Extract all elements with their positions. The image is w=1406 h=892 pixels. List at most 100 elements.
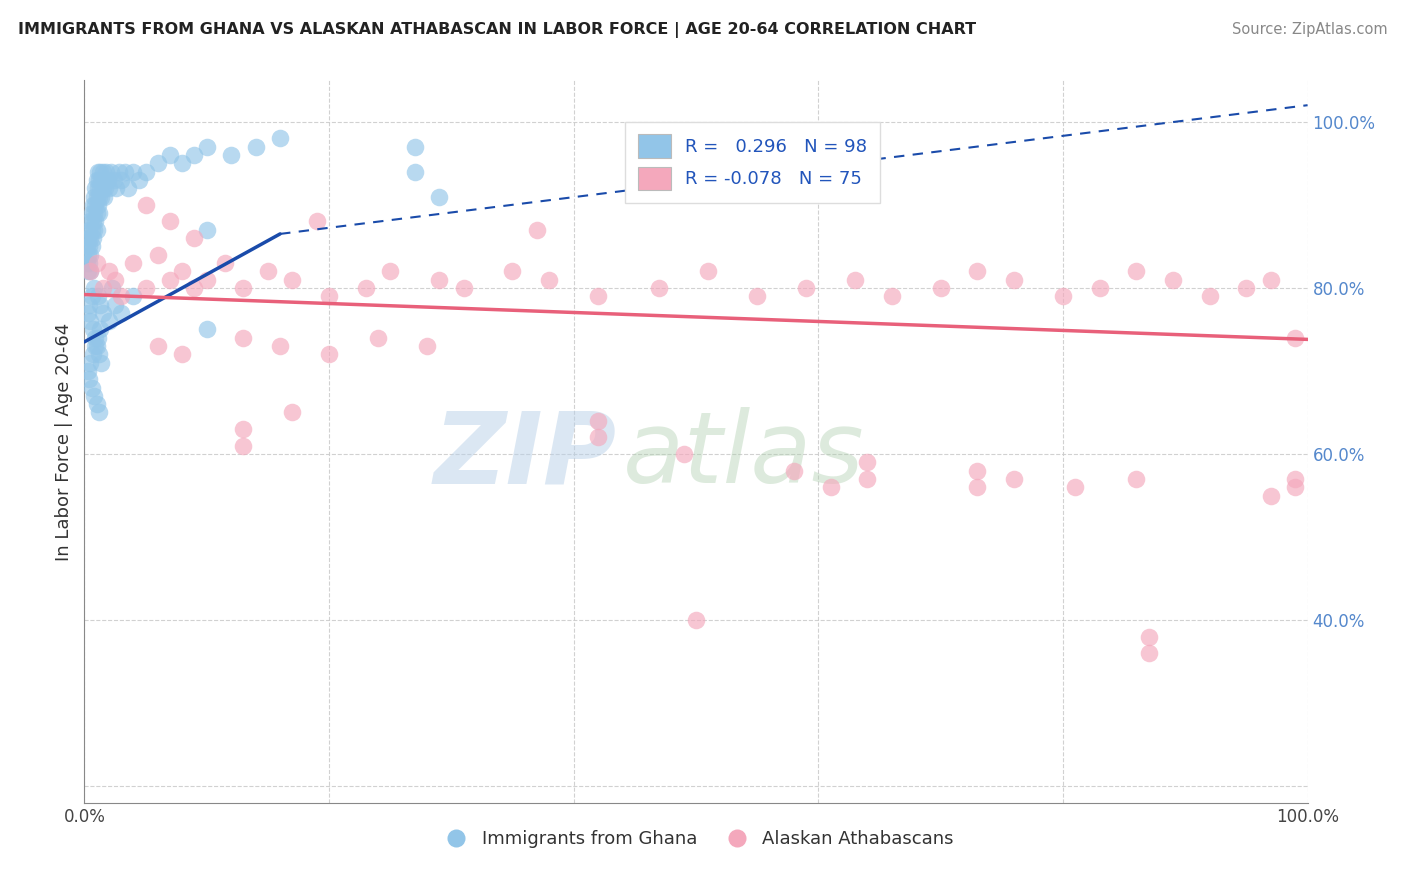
Point: [1236, 281, 1258, 295]
Point: [82, 322, 104, 336]
Point: [232, 422, 254, 436]
Point: [77, 231, 100, 245]
Point: [146, 156, 169, 170]
Point: [80, 380, 103, 394]
Point: [159, 148, 181, 162]
Point: [232, 439, 254, 453]
Point: [82, 347, 104, 361]
Point: [87, 289, 110, 303]
Point: [84, 331, 107, 345]
Point: [929, 281, 952, 295]
Point: [1125, 264, 1147, 278]
Point: [416, 339, 439, 353]
Point: [245, 139, 267, 153]
Point: [80, 223, 103, 237]
Point: [91, 281, 114, 295]
Point: [89, 322, 111, 336]
Point: [856, 472, 879, 486]
Point: [87, 164, 110, 178]
Text: ZIP: ZIP: [433, 408, 616, 505]
Point: [146, 248, 169, 262]
Point: [89, 297, 111, 311]
Point: [84, 339, 107, 353]
Point: [87, 206, 110, 220]
Point: [90, 356, 112, 370]
Point: [97, 264, 120, 278]
Point: [1198, 289, 1220, 303]
Point: [117, 181, 139, 195]
Text: Source: ZipAtlas.com: Source: ZipAtlas.com: [1232, 22, 1388, 37]
Point: [82, 198, 104, 212]
Point: [159, 214, 181, 228]
Point: [87, 331, 110, 345]
Point: [453, 281, 475, 295]
Y-axis label: In Labor Force | Age 20-64: In Labor Force | Age 20-64: [55, 322, 73, 561]
Point: [128, 173, 150, 187]
Point: [502, 264, 524, 278]
Point: [77, 223, 100, 237]
Legend: Immigrants from Ghana, Alaskan Athabascans: Immigrants from Ghana, Alaskan Athabasca…: [432, 822, 960, 855]
Point: [79, 231, 101, 245]
Point: [80, 206, 103, 220]
Point: [427, 272, 450, 286]
Point: [1284, 472, 1306, 486]
Point: [93, 173, 115, 187]
Point: [82, 231, 104, 245]
Point: [195, 272, 218, 286]
Point: [1088, 281, 1111, 295]
Point: [91, 181, 114, 195]
Point: [1284, 480, 1306, 494]
Point: [77, 256, 100, 270]
Point: [318, 289, 340, 303]
Point: [354, 281, 377, 295]
Point: [76, 256, 98, 270]
Point: [966, 480, 988, 494]
Point: [1284, 331, 1306, 345]
Point: [91, 306, 114, 320]
Point: [87, 189, 110, 203]
Point: [195, 139, 218, 153]
Point: [1052, 289, 1074, 303]
Point: [87, 347, 110, 361]
Point: [146, 339, 169, 353]
Point: [122, 256, 145, 270]
Point: [966, 464, 988, 478]
Point: [83, 281, 105, 295]
Point: [86, 223, 108, 237]
Point: [586, 430, 609, 444]
Point: [80, 289, 103, 303]
Point: [84, 214, 107, 228]
Point: [87, 173, 110, 187]
Point: [367, 331, 389, 345]
Point: [172, 156, 194, 170]
Point: [232, 281, 254, 295]
Point: [82, 214, 104, 228]
Point: [89, 164, 111, 178]
Point: [526, 223, 548, 237]
Point: [880, 289, 903, 303]
Point: [77, 372, 100, 386]
Point: [966, 264, 988, 278]
Point: [1002, 272, 1025, 286]
Point: [83, 206, 105, 220]
Point: [257, 264, 280, 278]
Point: [107, 164, 129, 178]
Point: [104, 297, 127, 311]
Point: [1260, 272, 1282, 286]
Point: [110, 289, 132, 303]
Point: [135, 198, 157, 212]
Point: [538, 272, 561, 286]
Point: [77, 264, 100, 278]
Point: [79, 314, 101, 328]
Point: [76, 239, 98, 253]
Point: [77, 239, 100, 253]
Point: [1064, 480, 1087, 494]
Point: [93, 189, 115, 203]
Point: [269, 131, 291, 145]
Point: [77, 248, 100, 262]
Point: [122, 164, 145, 178]
Point: [1125, 472, 1147, 486]
Point: [1137, 646, 1160, 660]
Point: [172, 264, 194, 278]
Point: [97, 181, 120, 195]
